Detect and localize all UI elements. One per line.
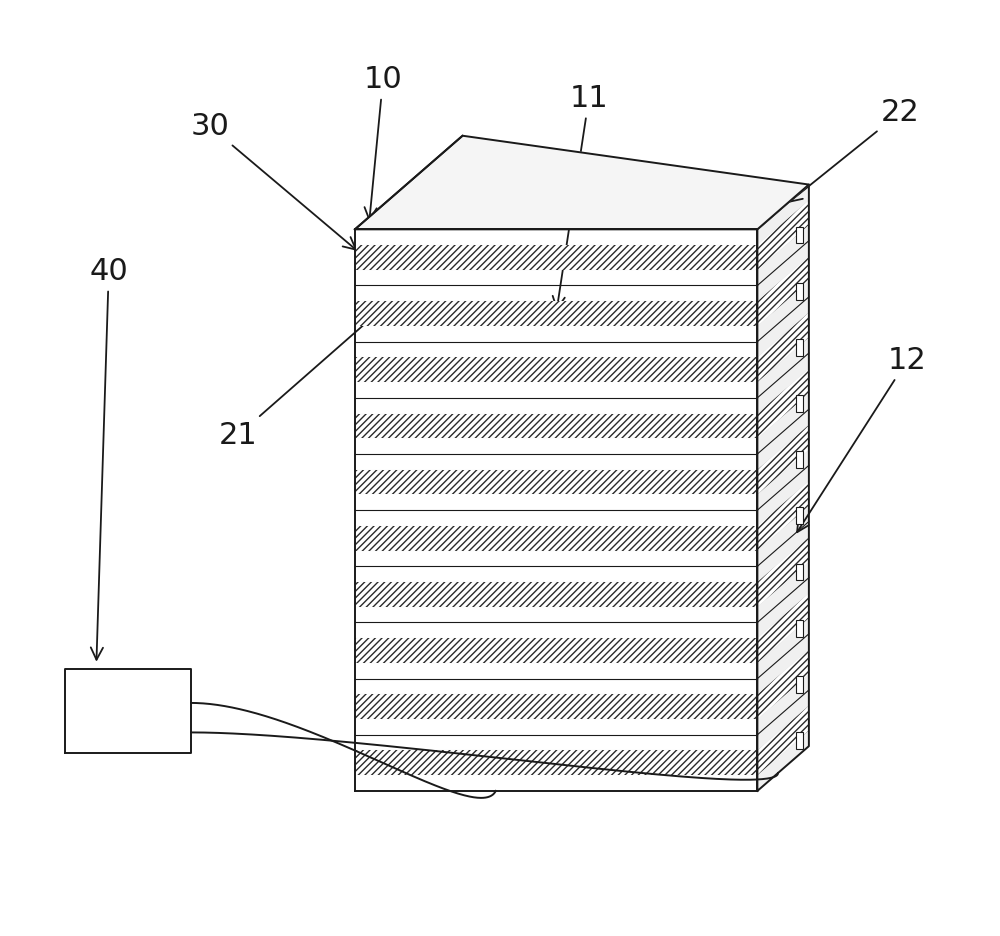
Bar bbox=[796, 620, 803, 636]
Bar bbox=[355, 526, 757, 550]
Polygon shape bbox=[757, 706, 809, 775]
Bar bbox=[796, 507, 803, 524]
Polygon shape bbox=[65, 669, 191, 753]
Polygon shape bbox=[355, 735, 757, 791]
Polygon shape bbox=[355, 398, 757, 454]
Polygon shape bbox=[355, 622, 757, 679]
Bar bbox=[796, 563, 803, 580]
Bar bbox=[796, 339, 803, 356]
Text: 11: 11 bbox=[553, 84, 608, 309]
Polygon shape bbox=[757, 481, 809, 550]
Bar bbox=[355, 470, 757, 494]
Polygon shape bbox=[757, 256, 809, 326]
Bar bbox=[796, 395, 803, 412]
Polygon shape bbox=[355, 510, 757, 566]
Polygon shape bbox=[355, 566, 757, 622]
Text: 12: 12 bbox=[797, 346, 927, 533]
Bar bbox=[796, 732, 803, 749]
Polygon shape bbox=[355, 679, 757, 735]
Polygon shape bbox=[757, 650, 809, 719]
Polygon shape bbox=[757, 184, 809, 791]
Bar bbox=[355, 638, 757, 663]
Text: 22: 22 bbox=[789, 98, 920, 201]
Polygon shape bbox=[355, 229, 757, 791]
Polygon shape bbox=[757, 425, 809, 494]
Polygon shape bbox=[355, 342, 757, 398]
Polygon shape bbox=[757, 537, 809, 607]
Bar bbox=[355, 695, 757, 719]
Text: 30: 30 bbox=[190, 112, 356, 250]
Text: 21: 21 bbox=[219, 311, 379, 449]
Polygon shape bbox=[355, 454, 757, 510]
Polygon shape bbox=[757, 593, 809, 663]
Text: 10: 10 bbox=[364, 66, 402, 220]
Polygon shape bbox=[355, 285, 757, 342]
Bar bbox=[796, 283, 803, 300]
Bar bbox=[796, 676, 803, 693]
Polygon shape bbox=[355, 136, 809, 229]
Polygon shape bbox=[757, 369, 809, 438]
Bar bbox=[355, 414, 757, 438]
Bar bbox=[355, 301, 757, 326]
Bar bbox=[355, 751, 757, 775]
Bar bbox=[355, 358, 757, 382]
Polygon shape bbox=[355, 229, 757, 285]
Polygon shape bbox=[757, 313, 809, 382]
Bar bbox=[796, 227, 803, 243]
Bar bbox=[355, 245, 757, 270]
Polygon shape bbox=[757, 200, 809, 270]
Bar bbox=[355, 582, 757, 607]
Bar bbox=[796, 451, 803, 468]
Text: 40: 40 bbox=[89, 257, 128, 660]
